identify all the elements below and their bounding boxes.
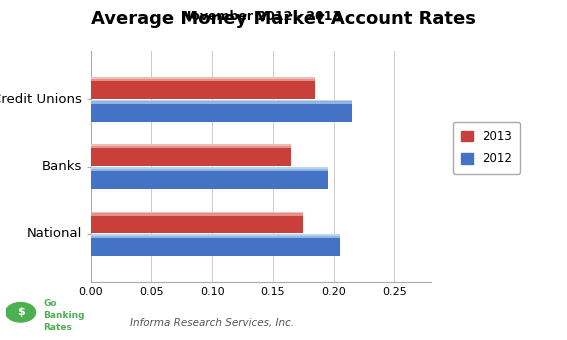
Bar <box>91 235 340 256</box>
Text: Rates: Rates <box>43 323 72 332</box>
Title: November 2012 - 2013: November 2012 - 2013 <box>181 11 341 23</box>
Bar <box>91 167 328 171</box>
Bar <box>91 77 315 79</box>
Text: $: $ <box>17 307 24 317</box>
Bar <box>91 144 291 146</box>
Bar <box>91 100 352 122</box>
Bar <box>91 211 303 213</box>
Text: Banking: Banking <box>43 311 84 320</box>
Legend: 2013, 2012: 2013, 2012 <box>452 122 521 174</box>
Bar <box>91 235 340 238</box>
Bar <box>91 211 303 233</box>
Bar <box>91 77 315 81</box>
Text: Average Money Market Account Rates: Average Money Market Account Rates <box>91 10 476 28</box>
Circle shape <box>6 303 36 322</box>
Text: Informa Research Services, Inc.: Informa Research Services, Inc. <box>130 318 294 328</box>
Text: Go: Go <box>43 299 57 308</box>
Bar <box>91 211 303 216</box>
Bar <box>91 167 328 169</box>
Bar <box>91 144 291 166</box>
Bar <box>91 167 328 189</box>
Bar <box>91 100 352 104</box>
Bar <box>91 77 315 99</box>
Bar <box>91 144 291 148</box>
Bar <box>91 235 340 236</box>
Bar <box>91 100 352 101</box>
